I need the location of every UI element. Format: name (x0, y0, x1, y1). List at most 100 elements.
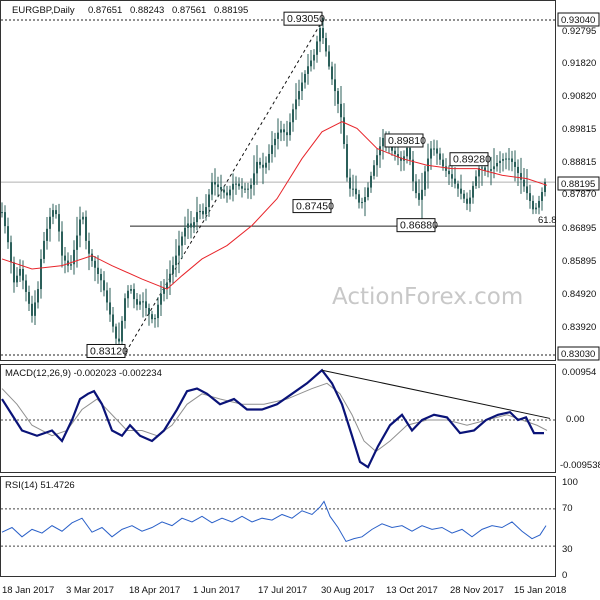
price-annotation-box (449, 152, 489, 167)
rsi-tick: 70 (562, 503, 573, 514)
candle-body (82, 216, 84, 220)
bottom-level-box (557, 346, 600, 361)
price-annotation: 0.87450 (296, 201, 334, 213)
candle-body (94, 260, 96, 268)
header-value-4: 0.88195 (214, 5, 248, 16)
candle-body (79, 219, 81, 236)
candle-body (379, 146, 381, 156)
candle-body (418, 193, 420, 200)
macd-tick: 0.00954 (562, 367, 596, 378)
candle-body (202, 210, 204, 215)
moving-average-line (1, 121, 548, 290)
candle-body (454, 178, 456, 184)
bottom-level-label: 0.83030 (561, 349, 595, 360)
candle-body (352, 188, 354, 190)
candle-body (478, 168, 480, 177)
candle-body (112, 314, 114, 327)
top-level-label: 0.93040 (561, 15, 595, 26)
candle-body (49, 216, 51, 229)
candle-body (178, 245, 180, 256)
candle-body (397, 154, 399, 158)
candle-body (280, 129, 282, 133)
top-level-box (557, 12, 600, 27)
candle-body (544, 181, 546, 193)
candle-body (541, 192, 543, 201)
candle-body (439, 153, 441, 160)
candle-body (127, 290, 129, 299)
x-tick: 15 Jan 2018 (514, 585, 566, 596)
candle-body (55, 210, 57, 215)
candle-body (193, 222, 195, 228)
candle-body (157, 304, 159, 319)
candle-body (502, 159, 504, 161)
price-tick: 0.92795 (562, 26, 596, 37)
macd-label: MACD(12,26,9) -0.002023 -0.002234 (5, 368, 162, 379)
candle-body (301, 82, 303, 92)
candle-body (370, 175, 372, 188)
candle-body (211, 181, 213, 195)
candle-body (523, 179, 525, 187)
price-panel-frame (0, 0, 556, 361)
candle-body (52, 210, 54, 217)
macd-tick: -0.009538 (560, 460, 600, 471)
candle-body (115, 326, 117, 339)
price-tick: 0.90820 (562, 91, 596, 102)
candle-body (460, 188, 462, 194)
candle-body (535, 207, 537, 210)
macd-signal-line (1, 382, 548, 453)
candle-body (319, 28, 321, 42)
candle-body (28, 291, 30, 304)
candle-body (445, 166, 447, 171)
current-price-label: 0.88195 (561, 179, 595, 190)
chart-title: EURGBP,Daily (12, 5, 75, 16)
candle-body (85, 216, 87, 241)
candle-body (13, 262, 15, 283)
candle-body (430, 148, 432, 159)
candle-body (469, 197, 471, 204)
candle-body (103, 280, 105, 291)
candle-body (394, 150, 396, 155)
candle-body (19, 268, 21, 276)
candle-body (436, 148, 438, 154)
candle-body (163, 288, 165, 294)
macd-plot (1, 368, 555, 469)
candle-body (484, 167, 486, 171)
candle-body (61, 231, 63, 256)
candle-body (307, 66, 309, 74)
candle-body (517, 166, 519, 174)
price-tick: 0.84920 (562, 289, 596, 300)
candle-body (175, 255, 177, 266)
candle-body (187, 223, 189, 228)
candle-body (376, 155, 378, 166)
candle-body (466, 198, 468, 204)
candle-body (361, 202, 363, 204)
header-value-1: 0.87651 (88, 5, 122, 16)
candle-body (289, 122, 291, 136)
candle-body (235, 183, 237, 185)
candle-body (274, 138, 276, 146)
candle-body (34, 302, 36, 316)
macd-tick: 0.00 (566, 414, 585, 425)
candle-body (349, 177, 351, 189)
price-annotation: 0.93050 (287, 13, 325, 25)
candle-body (538, 200, 540, 208)
rsi-panel-frame (0, 476, 556, 577)
candle-body (433, 148, 435, 150)
price-tick: 0.88815 (562, 157, 596, 168)
candle-body (148, 308, 150, 315)
candle-body (196, 212, 198, 223)
candle-body (493, 166, 495, 170)
candle-body (121, 320, 123, 342)
candle-body (364, 197, 366, 203)
candle-body (118, 338, 120, 342)
candle-body (199, 210, 201, 213)
x-tick: 18 Apr 2017 (129, 585, 180, 596)
price-tick: 0.85895 (562, 256, 596, 267)
candle-body (367, 187, 369, 198)
candle-body (133, 289, 135, 300)
candle-body (271, 145, 273, 154)
candle-body (409, 147, 411, 160)
candle-body (220, 186, 222, 190)
candle-body (241, 186, 243, 189)
candle-body (265, 162, 267, 168)
